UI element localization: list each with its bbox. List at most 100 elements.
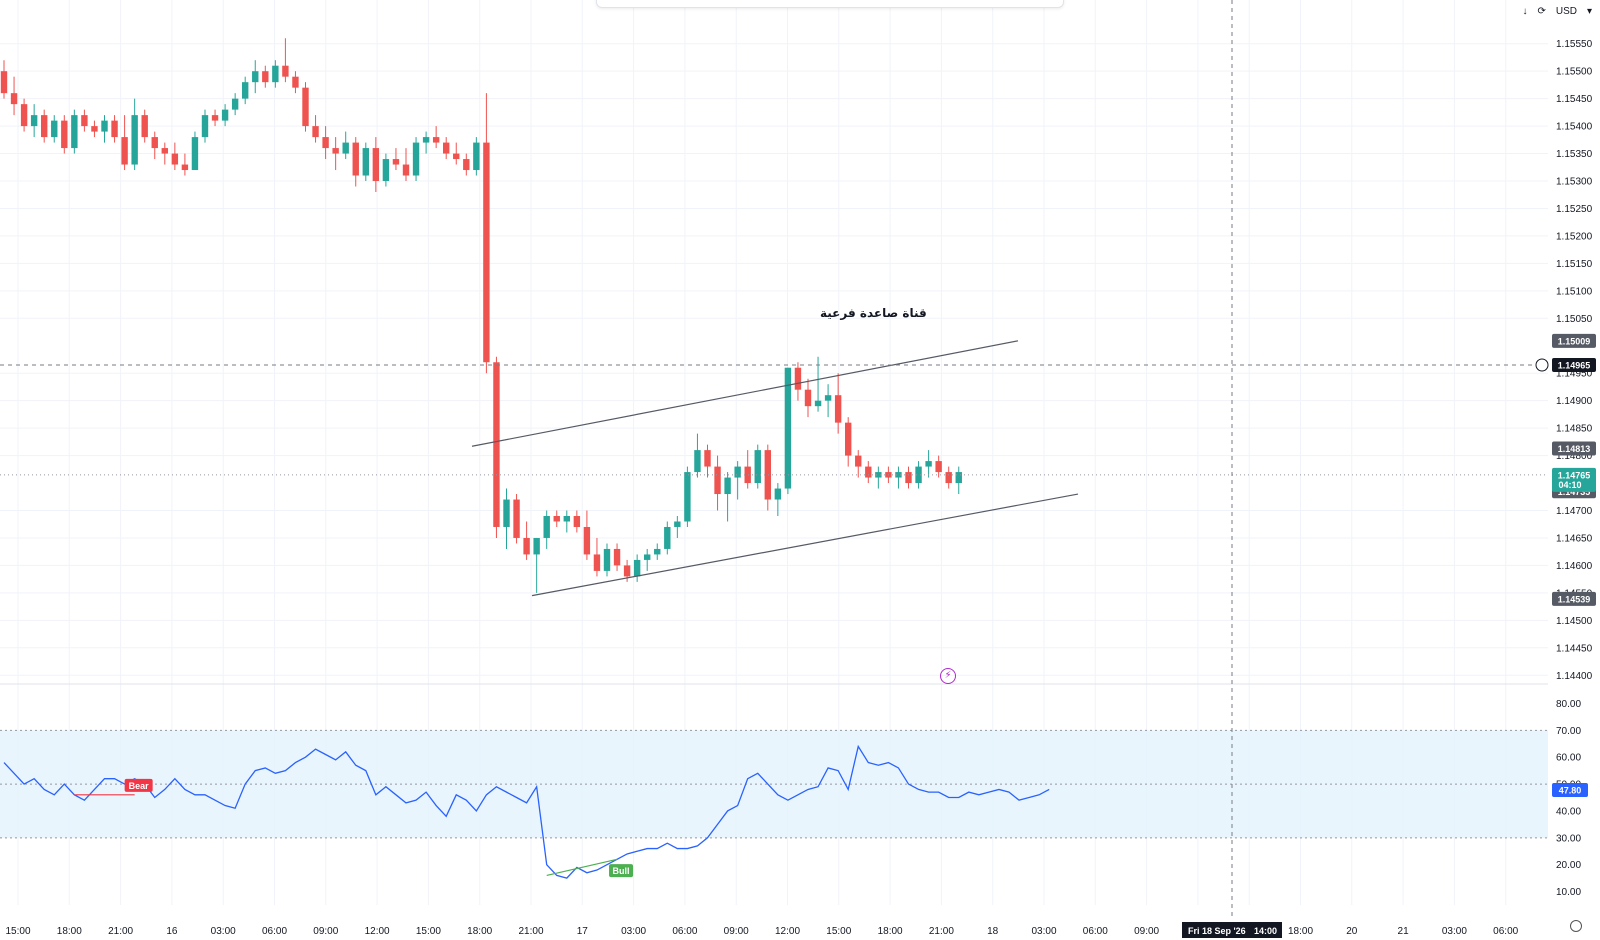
candle-body (242, 82, 249, 99)
candle-body (161, 148, 168, 154)
crosshair-date-label: Fri 18 Sep '26 (1188, 926, 1246, 936)
low-marker-tag: 1.14539 (1558, 594, 1591, 604)
high-marker-tag: 1.14813 (1558, 444, 1591, 454)
candle-body (20, 104, 28, 127)
currency-selector[interactable]: USD (1555, 6, 1577, 17)
price-tick-label: 1.15300 (1556, 177, 1593, 188)
candle-body (292, 76, 299, 88)
candle-body (262, 71, 269, 83)
rsi-tick-label: 30.00 (1556, 833, 1581, 844)
chevron-down-icon[interactable]: ▾ (1586, 6, 1592, 17)
channel-annotation-label[interactable]: قناة صاعدة فرعية (820, 306, 927, 320)
candle-body (583, 526, 591, 555)
candle-body (483, 142, 490, 363)
high-marker-tag-bg (1552, 441, 1596, 456)
channel-drawings[interactable] (0, 340, 1548, 597)
time-tick-label: 03:00 (1031, 926, 1056, 937)
time-tick-label: 15:00 (826, 926, 851, 937)
rsi-tick-label: 80.00 (1556, 699, 1581, 710)
rsi-value-tag-bg (1552, 782, 1588, 797)
candle-body (0, 71, 8, 94)
rsi-tick-label: 40.00 (1556, 806, 1581, 817)
candle-body (61, 120, 68, 149)
candle-body (272, 65, 279, 83)
candle-body (312, 126, 319, 138)
candle-body (553, 516, 560, 522)
candle-body (302, 87, 309, 127)
candle-body (925, 461, 932, 467)
candle-body (804, 389, 812, 407)
candle-body (855, 455, 862, 467)
price-tick-label: 1.15350 (1556, 149, 1593, 160)
crosshair-time-value: 14:00 (1254, 926, 1277, 936)
candle-body (573, 516, 581, 527)
candle-body (362, 148, 369, 176)
candle-body (422, 137, 430, 143)
candle-body (875, 472, 882, 478)
candle-body (734, 466, 741, 478)
candle-body (654, 548, 661, 555)
price-tick-label: 1.14900 (1556, 396, 1593, 407)
candle-body (814, 400, 822, 407)
candle-body (955, 472, 962, 484)
rsi-divergence-markers: Bear Bull (74, 778, 634, 878)
time-tick-label: 03:00 (211, 926, 236, 937)
candle-body (513, 499, 520, 538)
candle-body (121, 137, 128, 165)
candle-body (794, 367, 802, 390)
channel-top-tag: 1.15009 (1558, 336, 1591, 346)
candle-body (111, 120, 118, 138)
candle-body (915, 466, 922, 484)
candle-body (101, 120, 108, 132)
time-tick-label: 06:00 (262, 926, 287, 937)
time-tick-label: 09:00 (313, 926, 338, 937)
candle-body (593, 554, 601, 571)
lightning-icon[interactable]: ⚡ (940, 668, 956, 684)
candle-body (865, 466, 872, 478)
rsi-indicator (3, 744, 1050, 879)
price-tick-label: 1.14800 (1556, 451, 1593, 462)
candle-body (824, 395, 832, 401)
candle-body (523, 537, 530, 555)
candle-body (181, 164, 189, 171)
candle-body (845, 422, 852, 456)
crosshair-price-tag: 1.14965 (1558, 360, 1591, 370)
channel-lower-line (531, 493, 1079, 597)
candle-body (191, 137, 199, 171)
candle-body (141, 115, 148, 138)
candle-body (694, 450, 701, 473)
arrow-down-icon[interactable]: ↓ (1522, 6, 1528, 17)
time-tick-label: 16 (166, 926, 178, 937)
candle-body (382, 159, 390, 182)
time-axis[interactable]: 15:00 18:00 21:00 16 03:00 06:00 09:00 12:00 15:… (5, 922, 1519, 938)
time-tick-label: 18:00 (878, 926, 903, 937)
time-tick-label: 21 (1398, 926, 1410, 937)
last-price-tag: 1.14765 (1558, 470, 1591, 480)
candle-body (834, 395, 842, 423)
time-tick-label: 21:00 (518, 926, 543, 937)
candle-body (704, 450, 711, 467)
candle-body (282, 65, 289, 77)
refresh-icon[interactable]: ⟳ (1537, 6, 1546, 17)
crosshair-time-tag (1182, 922, 1282, 938)
time-tick-label: 06:00 (1083, 926, 1108, 937)
time-tick-label: 18:00 (1288, 926, 1313, 937)
price-candles (0, 38, 962, 593)
price-tick-label: 1.15400 (1556, 122, 1593, 133)
last-price-tag-bg (1552, 467, 1596, 492)
candle-body (603, 548, 611, 571)
channel-upper-line (471, 340, 1019, 447)
time-tick-label: 12:00 (775, 926, 800, 937)
candle-body (563, 516, 570, 522)
add-alert-icon (1535, 358, 1549, 372)
price-tick-label: 1.14950 (1556, 369, 1593, 380)
drawing-toolbar[interactable] (596, 0, 1064, 8)
candle-body (714, 466, 721, 495)
rsi-tick-label: 20.00 (1556, 860, 1581, 871)
gear-icon[interactable] (1570, 920, 1582, 932)
candle-body (322, 137, 329, 149)
rsi-line (3, 744, 1050, 879)
time-tick-label: 06:00 (1493, 926, 1518, 937)
